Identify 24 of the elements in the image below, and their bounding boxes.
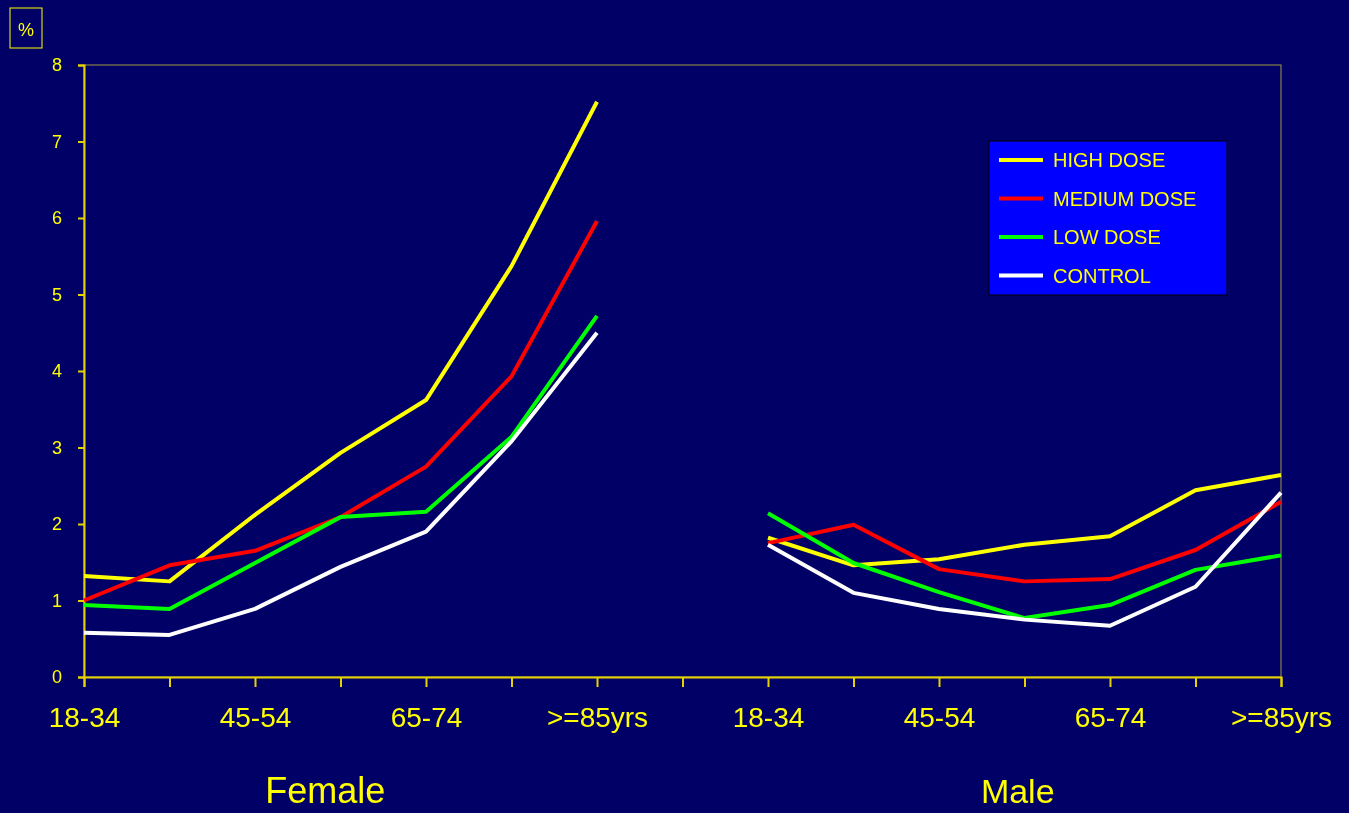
x-tick-label: 18-34 xyxy=(732,701,805,733)
y-tick-label: 0 xyxy=(51,667,62,688)
legend-label: HIGH DOSE xyxy=(1053,149,1166,171)
y-tick-label: 7 xyxy=(51,131,62,152)
y-tick-label: 6 xyxy=(51,208,62,229)
text: Male xyxy=(980,772,1055,810)
y-tick-label: 5 xyxy=(51,284,62,305)
text: Female xyxy=(265,770,386,811)
y-tick-label: 8 xyxy=(51,55,62,76)
x-tick-label: >=85yrs xyxy=(546,701,649,733)
x-tick-label: 45-54 xyxy=(219,701,292,733)
y-axis-title: % xyxy=(17,20,35,40)
x-tick-label: 45-54 xyxy=(903,701,976,733)
x-tick-label: 18-34 xyxy=(48,701,121,733)
y-tick-label: 2 xyxy=(51,514,62,535)
legend-label: CONTROL xyxy=(1053,264,1151,287)
y-tick-label: 4 xyxy=(51,361,62,382)
y-tick-label: 3 xyxy=(51,437,62,458)
x-tick-label: 65-74 xyxy=(1074,701,1147,733)
y-tick-label: 1 xyxy=(51,590,62,611)
x-tick-label: 65-74 xyxy=(390,701,463,733)
legend-label: LOW DOSE xyxy=(1053,226,1161,248)
x-tick-label: >=85yrs xyxy=(1230,701,1333,733)
legend-label: MEDIUM DOSE xyxy=(1053,187,1197,210)
